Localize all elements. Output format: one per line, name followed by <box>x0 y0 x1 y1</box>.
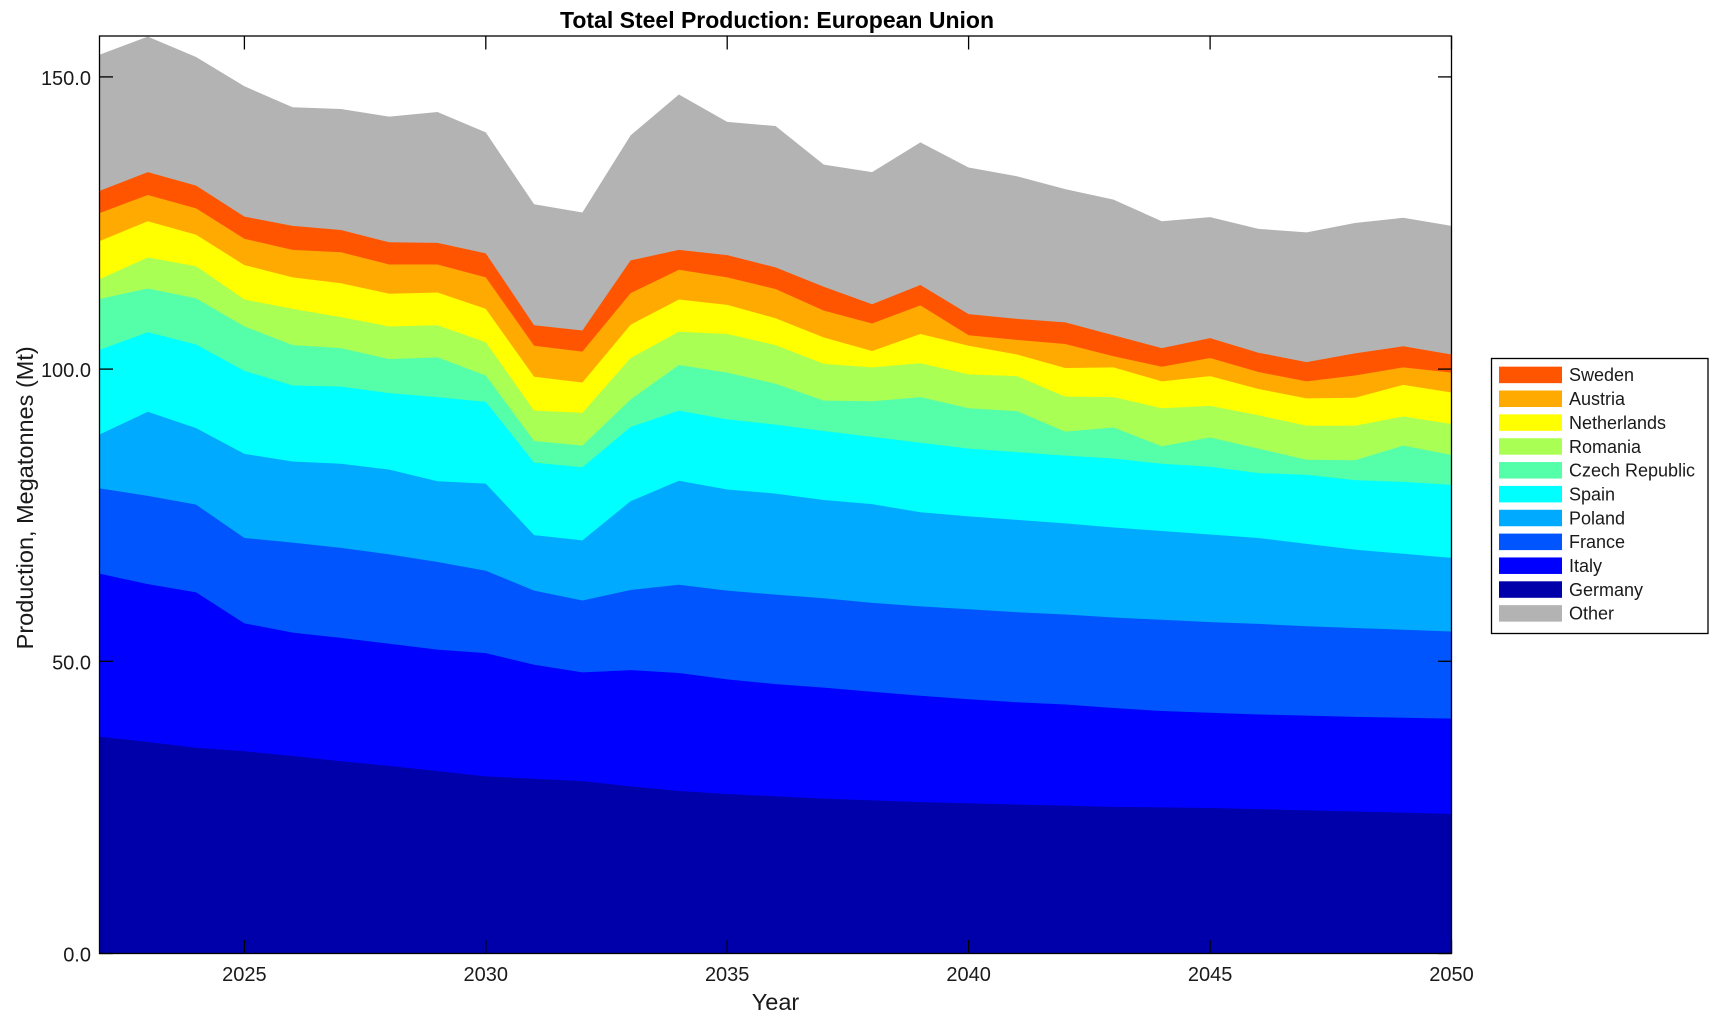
svg-text:2040: 2040 <box>946 964 991 986</box>
svg-text:2050: 2050 <box>1429 964 1474 986</box>
svg-text:Romania: Romania <box>1569 437 1642 457</box>
svg-text:Total Steel Production: Europe: Total Steel Production: European Union <box>560 7 994 33</box>
svg-text:Austria: Austria <box>1569 389 1626 409</box>
svg-text:Czech Republic: Czech Republic <box>1569 461 1695 481</box>
svg-text:Sweden: Sweden <box>1569 365 1634 385</box>
svg-text:Netherlands: Netherlands <box>1569 413 1666 433</box>
svg-text:Spain: Spain <box>1569 484 1615 504</box>
svg-text:Poland: Poland <box>1569 508 1625 528</box>
svg-text:150.0: 150.0 <box>41 68 91 90</box>
svg-text:France: France <box>1569 532 1625 552</box>
svg-text:2025: 2025 <box>222 964 267 986</box>
svg-text:Other: Other <box>1569 604 1614 624</box>
svg-text:2045: 2045 <box>1188 964 1233 986</box>
svg-text:Year: Year <box>752 989 800 1015</box>
svg-text:0.0: 0.0 <box>63 945 91 967</box>
svg-text:100.0: 100.0 <box>41 360 91 382</box>
svg-text:Italy: Italy <box>1569 556 1602 576</box>
svg-text:2035: 2035 <box>705 964 750 986</box>
svg-text:50.0: 50.0 <box>52 652 91 674</box>
svg-text:2030: 2030 <box>464 964 509 986</box>
svg-text:Germany: Germany <box>1569 580 1643 600</box>
svg-text:Production, Megatonnes (Mt): Production, Megatonnes (Mt) <box>12 346 38 649</box>
